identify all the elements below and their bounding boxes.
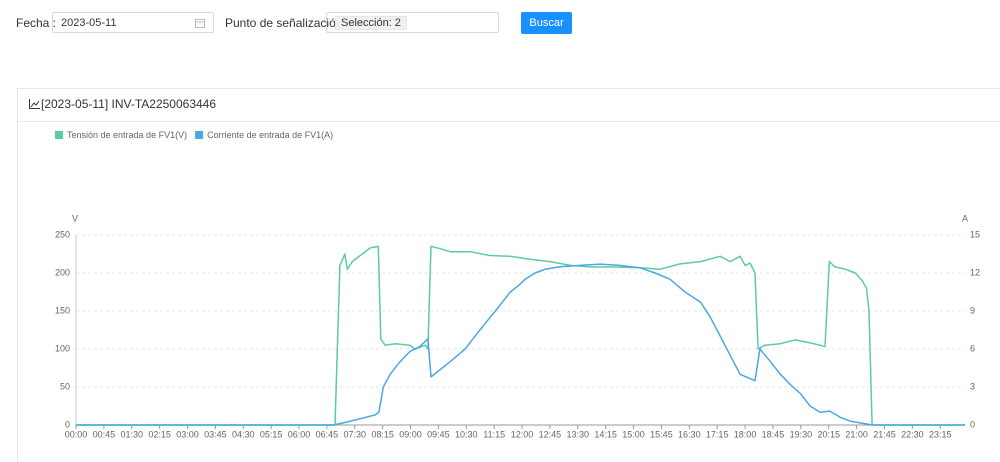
search-button[interactable]: Buscar (521, 12, 572, 34)
x-tick-label: 07:30 (344, 429, 367, 439)
x-tick-label: 00:00 (65, 429, 88, 439)
chart-icon (29, 99, 40, 109)
x-tick-label: 15:45 (650, 429, 673, 439)
y2-tick-label: 0 (970, 419, 975, 429)
x-tick-label: 17:15 (706, 429, 729, 439)
date-input[interactable]: 2023-05-11 (52, 12, 214, 33)
x-tick-label: 03:45 (204, 429, 227, 439)
y-tick-label: 200 (55, 267, 70, 277)
y-tick-label: 50 (60, 381, 70, 391)
y2-tick-label: 12 (970, 267, 980, 277)
x-tick-label: 08:15 (371, 429, 394, 439)
legend-swatch (195, 131, 204, 139)
x-tick-label: 22:30 (901, 429, 924, 439)
y-tick-label: 150 (55, 305, 70, 315)
x-tick-label: 12:00 (511, 429, 534, 439)
x-tick-label: 03:00 (176, 429, 199, 439)
x-tick-label: 19:30 (790, 429, 813, 439)
point-label: Punto de señalización : (225, 16, 350, 30)
y2-axis-name: A (962, 213, 968, 223)
calendar-icon (195, 19, 205, 28)
x-tick-label: 05:15 (260, 429, 283, 439)
x-tick-label: 12:45 (539, 429, 562, 439)
y-tick-label: 250 (55, 229, 70, 239)
series-line (76, 263, 965, 426)
panel-header: [2023-05-11] INV-TA2250063446 (17, 88, 1000, 122)
x-tick-label: 14:15 (594, 429, 617, 439)
x-tick-label: 13:30 (567, 429, 590, 439)
x-tick-label: 10:30 (455, 429, 478, 439)
point-select[interactable]: Selección: 2 (326, 12, 499, 33)
x-tick-label: 16:30 (678, 429, 701, 439)
x-tick-label: 23:15 (929, 429, 952, 439)
x-tick-label: 21:00 (845, 429, 868, 439)
x-tick-label: 01:30 (120, 429, 143, 439)
x-tick-label: 00:45 (93, 429, 116, 439)
x-tick-label: 21:45 (873, 429, 896, 439)
x-tick-label: 06:00 (288, 429, 311, 439)
y-tick-label: 100 (55, 343, 70, 353)
x-tick-label: 09:00 (399, 429, 422, 439)
x-tick-label: 02:15 (148, 429, 171, 439)
y2-tick-label: 3 (970, 381, 975, 391)
x-tick-label: 15:00 (622, 429, 645, 439)
x-tick-label: 18:00 (734, 429, 757, 439)
date-value: 2023-05-11 (61, 17, 117, 29)
x-tick-label: 06:45 (316, 429, 339, 439)
x-tick-label: 18:45 (762, 429, 785, 439)
y2-tick-label: 9 (970, 305, 975, 315)
y2-tick-label: 15 (970, 229, 980, 239)
y2-tick-label: 6 (970, 343, 975, 353)
legend-label: Tensión de entrada de FV1(V) (67, 130, 187, 140)
panel-title: [2023-05-11] INV-TA2250063446 (41, 97, 217, 111)
y-tick-label: 0 (65, 419, 70, 429)
date-label: Fecha : (16, 16, 57, 30)
chart-panel (17, 88, 1000, 462)
series-line (76, 245, 965, 426)
legend-label: Corriente de entrada de FV1(A) (207, 130, 333, 140)
x-tick-label: 09:45 (427, 429, 450, 439)
y-axis-name: V (72, 213, 78, 223)
legend-swatch (55, 131, 63, 139)
x-tick-label: 11:15 (483, 429, 505, 439)
point-tag: Selección: 2 (335, 16, 407, 30)
x-tick-label: 20:15 (817, 429, 840, 439)
x-tick-label: 04:30 (232, 429, 255, 439)
